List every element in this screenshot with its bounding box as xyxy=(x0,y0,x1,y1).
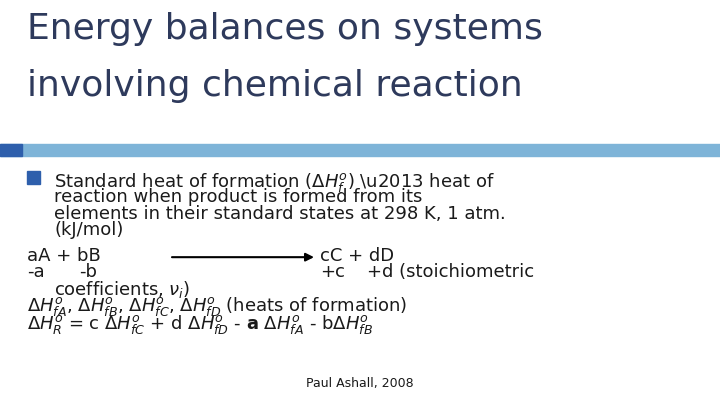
Text: coefficients, $\nu_i$): coefficients, $\nu_i$) xyxy=(54,279,190,301)
Text: -b: -b xyxy=(79,263,97,281)
Text: +d (stoichiometric: +d (stoichiometric xyxy=(367,263,534,281)
Text: $\Delta H^o_{fA}$, $\Delta H^o_{fB}$, $\Delta H^o_{fC}$, $\Delta H^o_{fD}$ (heat: $\Delta H^o_{fA}$, $\Delta H^o_{fB}$, $\… xyxy=(27,296,408,319)
Bar xyxy=(0,144,22,156)
Text: Standard heat of formation ($\Delta H^o_f$) \u2013 heat of: Standard heat of formation ($\Delta H^o_… xyxy=(54,172,495,195)
Text: -a: -a xyxy=(27,263,45,281)
Text: aA + bB: aA + bB xyxy=(27,247,101,265)
Bar xyxy=(0,144,720,156)
Text: Paul Ashall, 2008: Paul Ashall, 2008 xyxy=(306,377,414,390)
Text: reaction when product is formed from its: reaction when product is formed from its xyxy=(54,188,423,206)
Text: cC + dD: cC + dD xyxy=(320,247,395,265)
Text: involving chemical reaction: involving chemical reaction xyxy=(27,69,523,103)
Text: +c: +c xyxy=(320,263,346,281)
Text: elements in their standard states at 298 K, 1 atm.: elements in their standard states at 298… xyxy=(54,205,505,222)
Text: Energy balances on systems: Energy balances on systems xyxy=(27,12,543,46)
Bar xyxy=(27,171,40,184)
Text: (kJ/mol): (kJ/mol) xyxy=(54,221,123,239)
Text: $\Delta H^o_R$ = c $\Delta H^o_{fC}$ + d $\Delta H^o_{fD}$ - $\bf{a}$ $\Delta H^: $\Delta H^o_R$ = c $\Delta H^o_{fC}$ + d… xyxy=(27,314,373,337)
